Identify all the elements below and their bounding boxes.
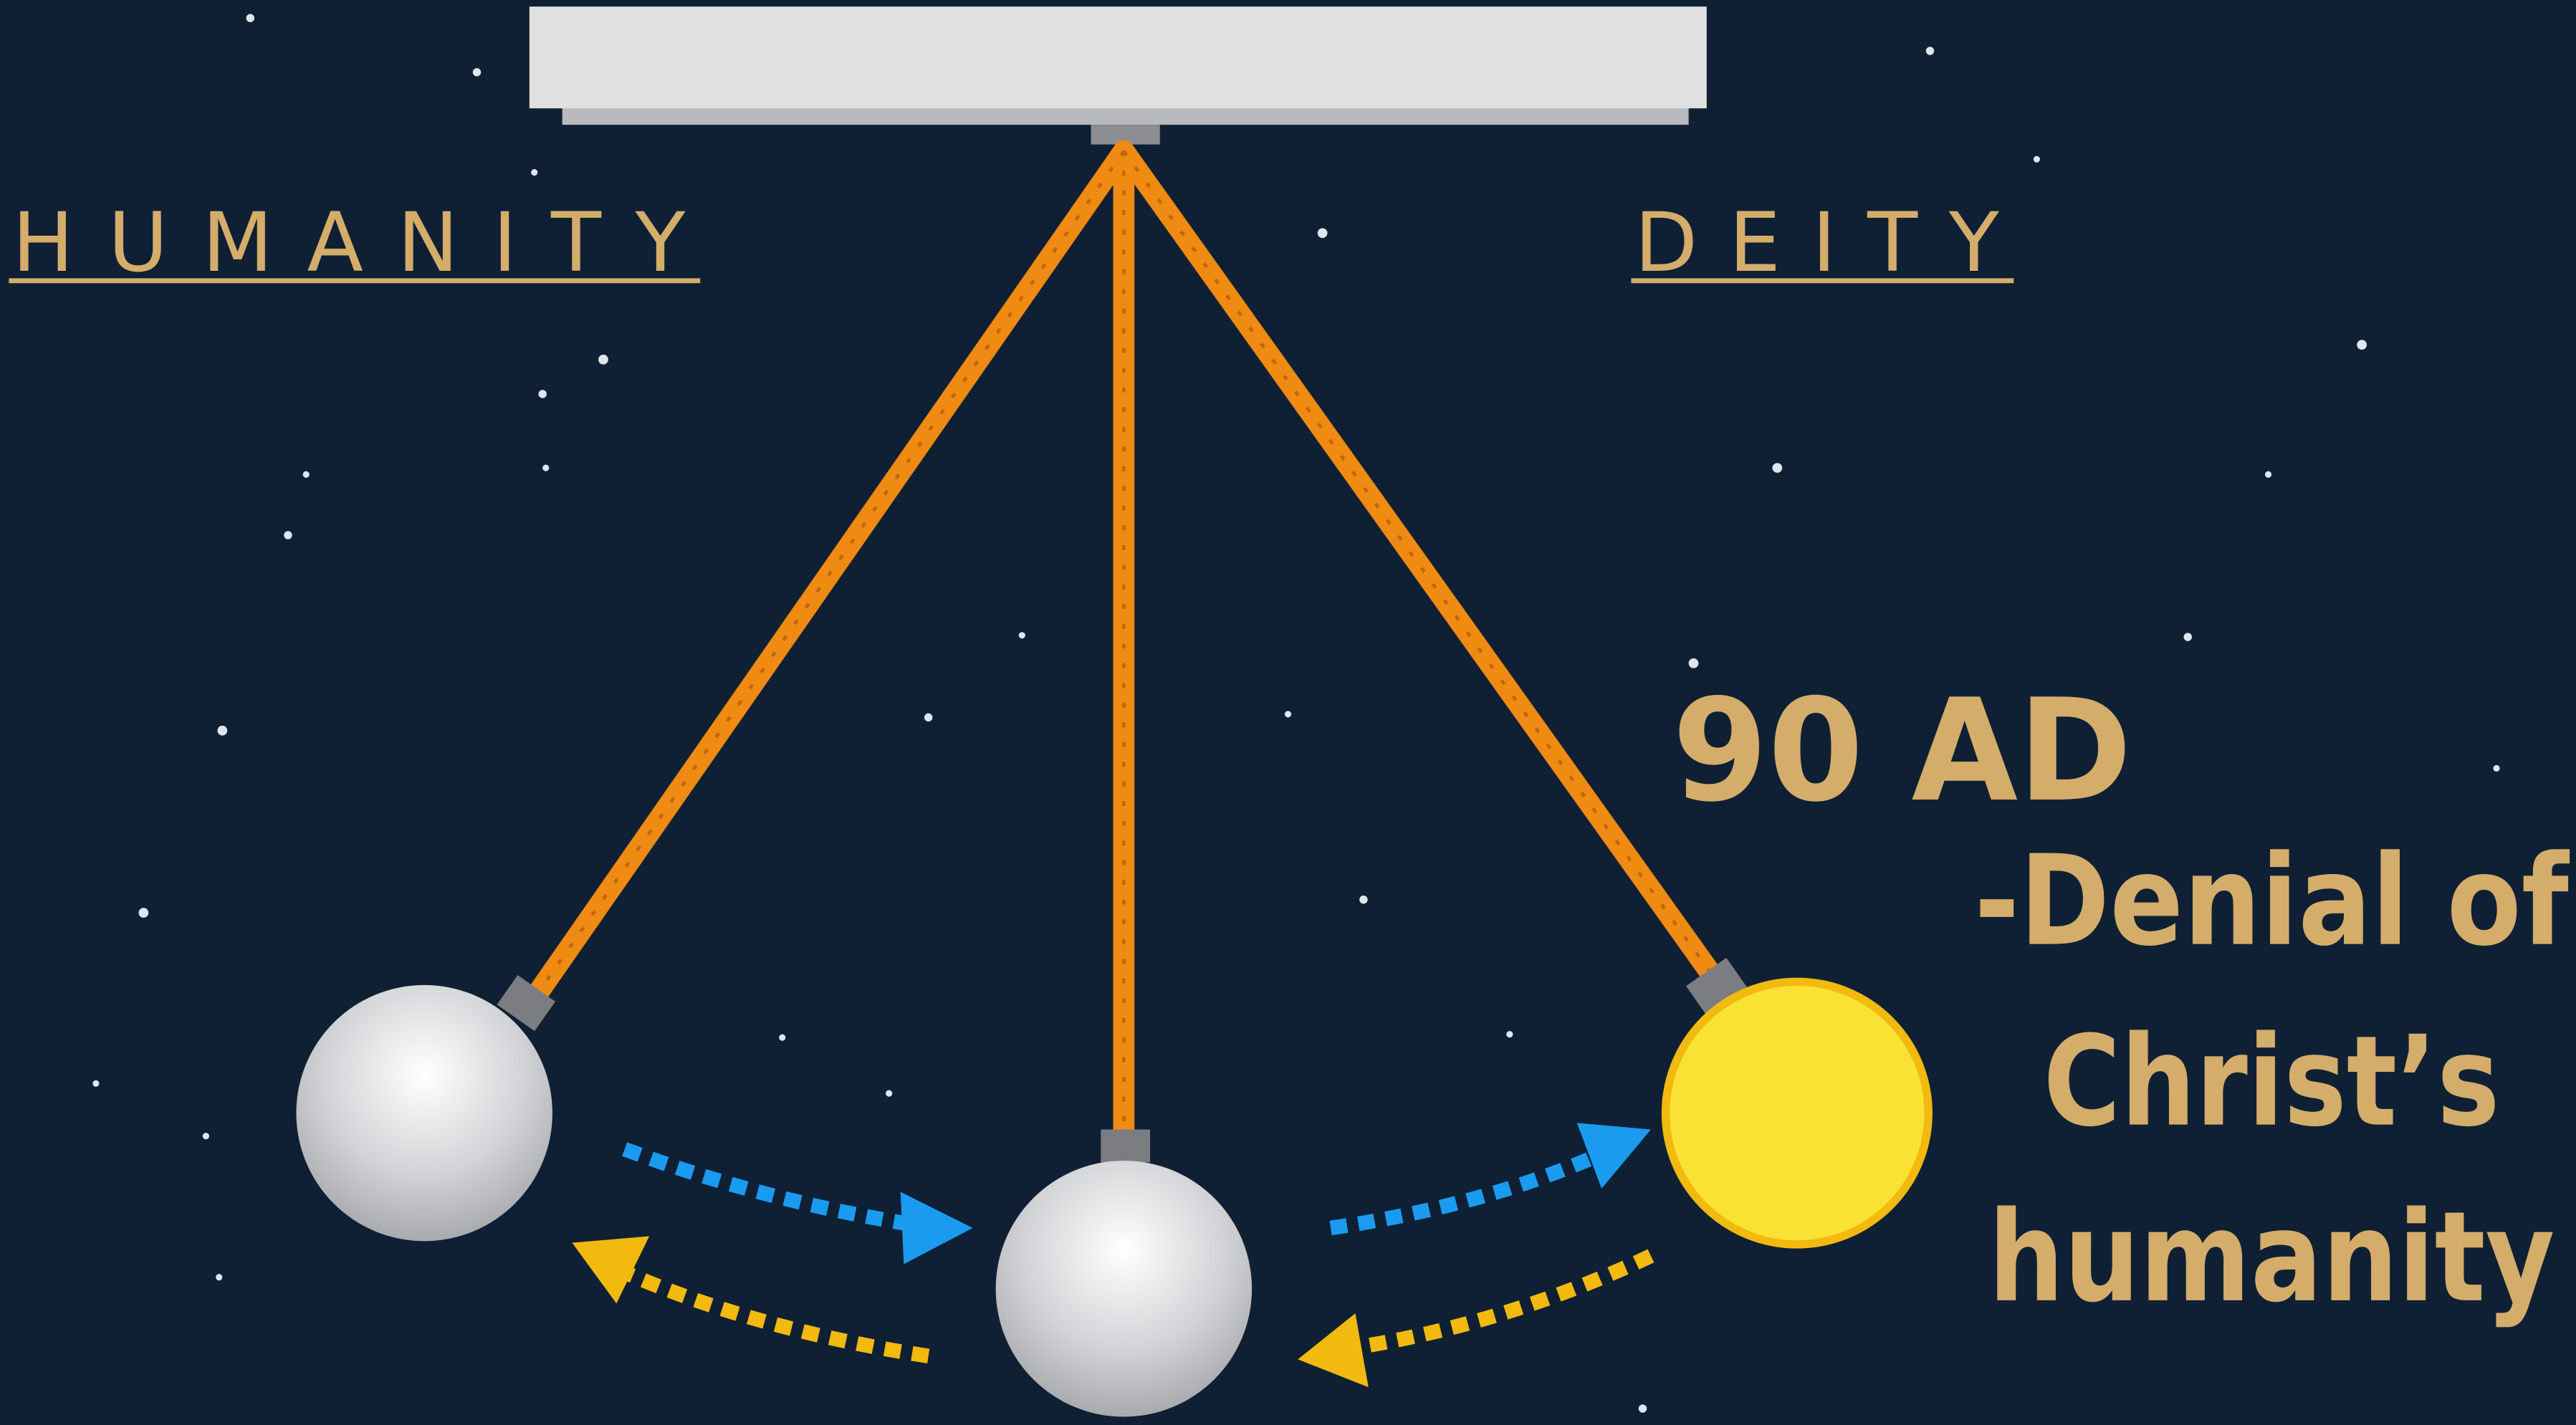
ceiling-bar	[529, 6, 1707, 109]
stars	[92, 14, 2500, 1413]
ball-center	[995, 1161, 1253, 1417]
ball-left	[296, 984, 552, 1242]
caps	[497, 957, 1748, 1163]
ball-right	[1661, 977, 1933, 1249]
description-line: Christ’s	[2044, 1009, 2500, 1155]
rope-twist	[532, 150, 1715, 1133]
arrowheads	[572, 1123, 1651, 1388]
description-line: humanity	[1988, 1185, 2555, 1330]
pivot	[1091, 125, 1160, 145]
description-line: -Denial of	[1974, 829, 2570, 974]
label-humanity: HUMANITY	[12, 196, 686, 291]
year: 90 AD	[1672, 669, 2132, 833]
arrows	[621, 1142, 1655, 1363]
